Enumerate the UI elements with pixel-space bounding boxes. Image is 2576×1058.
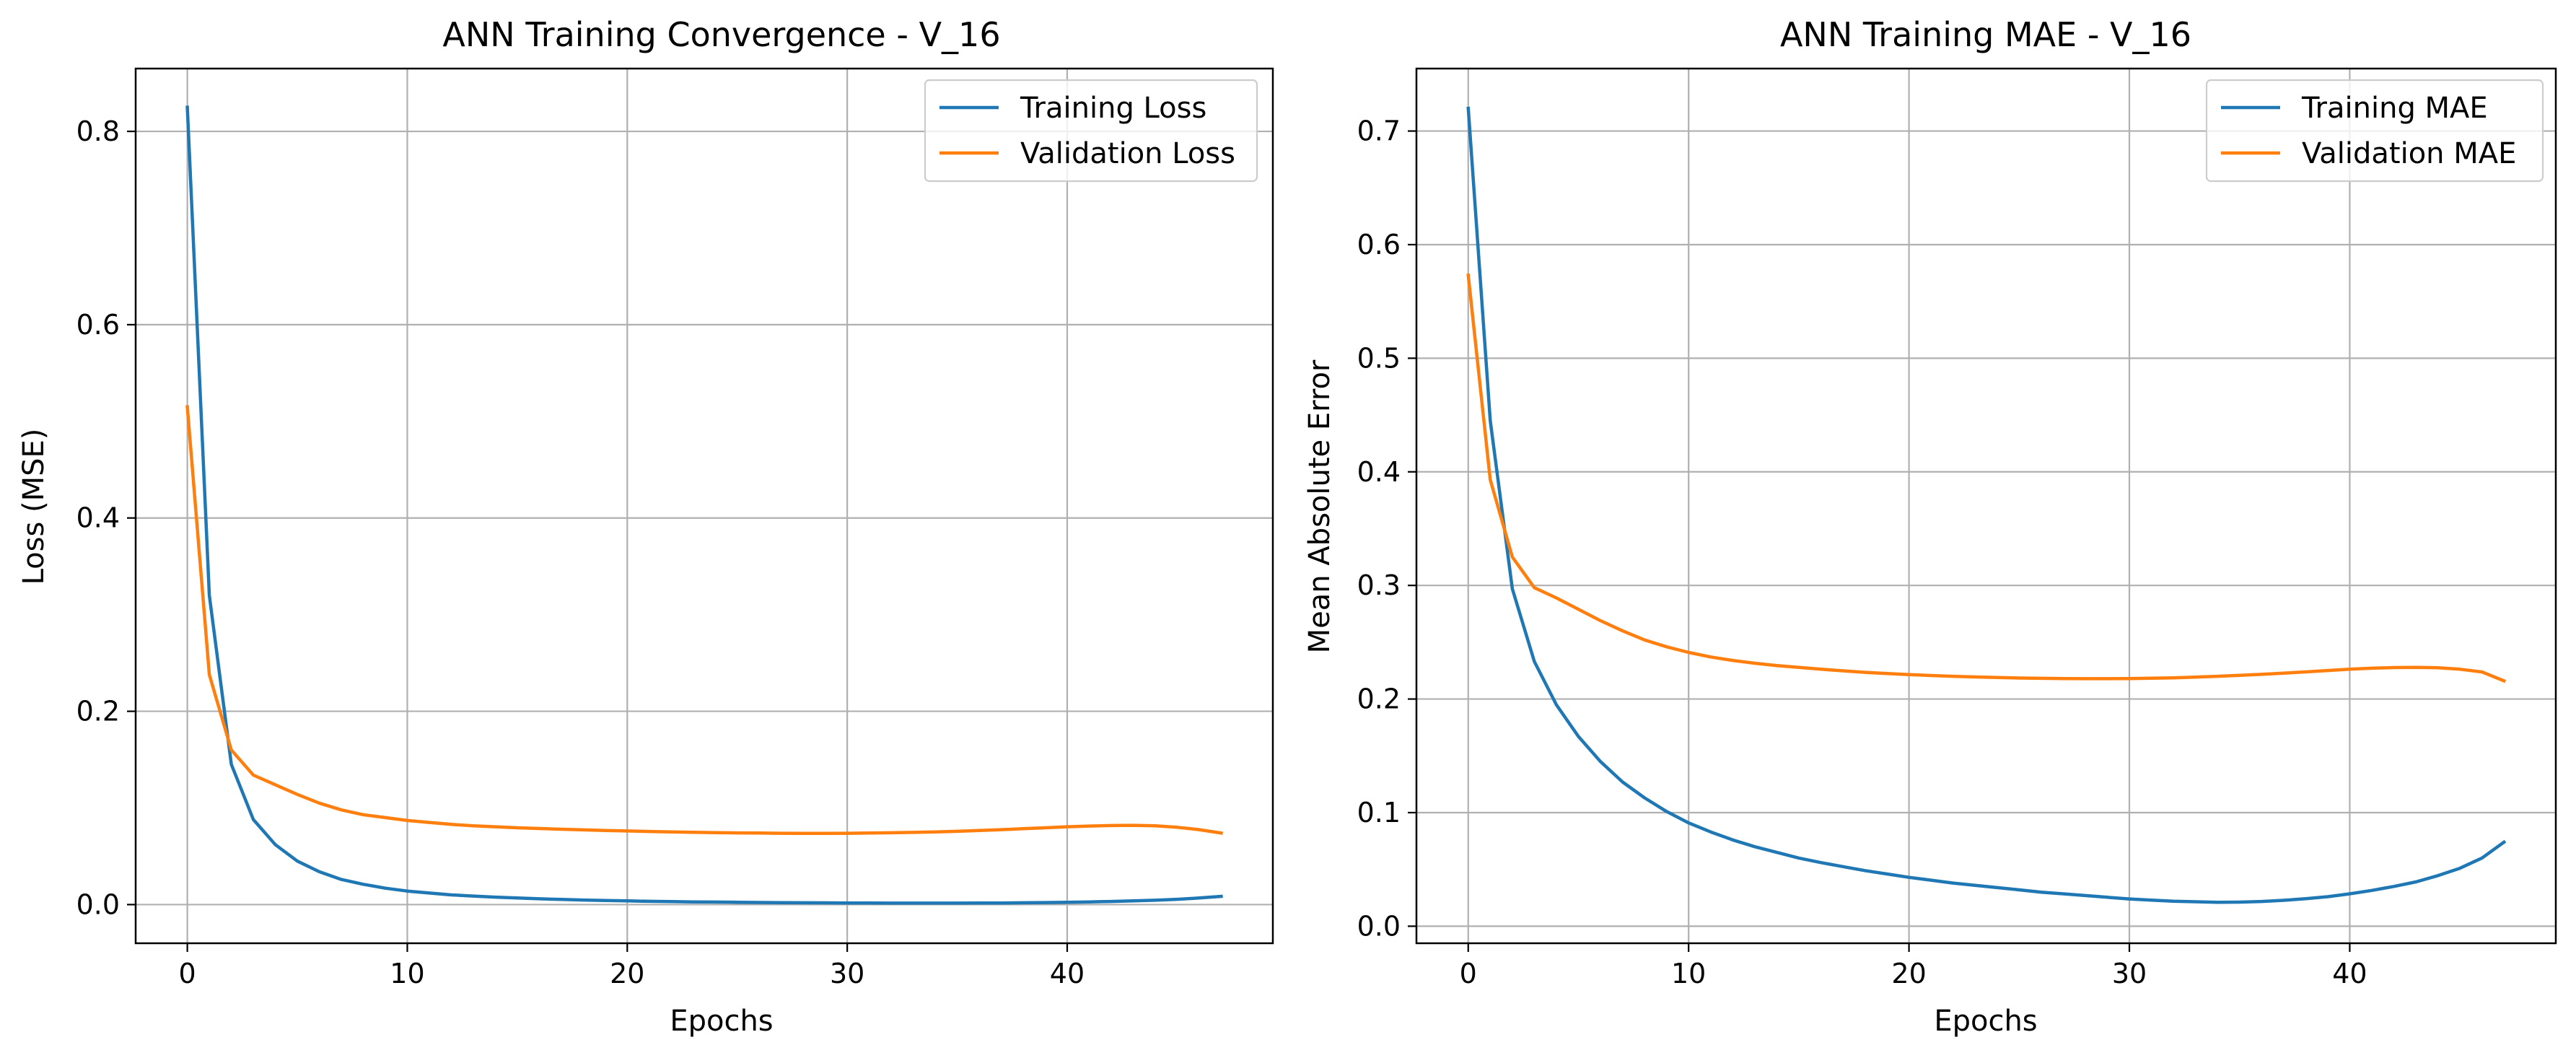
y-tick-label: 0.6 — [1357, 229, 1401, 261]
y-tick-label: 0.1 — [1357, 797, 1401, 829]
axes-frame — [1415, 67, 2557, 945]
chart-mae: ANN Training MAE - V_16 Epochs Mean Abso… — [1303, 15, 2557, 1038]
series-line-validation-loss — [185, 405, 1223, 835]
x-tick-label: 20 — [1891, 958, 1926, 989]
y-tick-label: 0.0 — [1357, 910, 1401, 942]
x-axis-label: Epochs — [1934, 1005, 2037, 1038]
y-tick-label: 0.7 — [1357, 115, 1401, 147]
y-tick-label: 0.4 — [1357, 456, 1401, 488]
x-tick-label: 30 — [830, 958, 864, 989]
legend: Training Loss Validation Loss — [924, 79, 1258, 183]
legend-label: Validation MAE — [2302, 137, 2516, 170]
y-tick-label: 0.8 — [76, 115, 120, 147]
series-line-training-loss — [185, 105, 1223, 905]
chart-title: ANN Training MAE - V_16 — [1780, 15, 2191, 54]
x-tick-label: 40 — [1050, 958, 1085, 989]
series-line-validation-mae — [1466, 274, 2507, 683]
y-tick-label: 0.5 — [1357, 342, 1401, 374]
legend-box — [924, 79, 1258, 183]
legend-label: Training Loss — [1020, 92, 1206, 125]
x-tick-label: 10 — [1671, 958, 1706, 989]
x-axis-label: Epochs — [670, 1005, 773, 1038]
x-tick-label: 0 — [1460, 958, 1477, 989]
legend-label: Validation Loss — [1020, 137, 1235, 170]
y-axis-label: Mean Absolute Error — [1303, 359, 1336, 653]
y-tick-label: 0.6 — [76, 309, 120, 341]
x-tick-label: 30 — [2112, 958, 2147, 989]
series-line-training-mae — [1466, 106, 2507, 904]
legend-label: Training MAE — [2301, 92, 2488, 125]
y-tick-label: 0.2 — [76, 696, 120, 727]
legend-box — [2205, 79, 2544, 183]
chart-loss: ANN Training Convergence - V_16 Epochs L… — [17, 15, 1274, 1038]
y-tick-label: 0.2 — [1357, 683, 1401, 715]
y-tick-label: 0.4 — [76, 502, 120, 534]
x-tick-label: 40 — [2332, 958, 2367, 989]
chart-title: ANN Training Convergence - V_16 — [442, 15, 1000, 54]
x-tick-label: 10 — [390, 958, 424, 989]
x-tick-label: 0 — [179, 958, 196, 989]
legend: Training MAE Validation MAE — [2205, 79, 2544, 183]
axes-frame — [134, 67, 1274, 945]
x-tick-label: 20 — [610, 958, 644, 989]
y-tick-label: 0.0 — [76, 888, 120, 920]
y-axis-label: Loss (MSE) — [17, 429, 51, 585]
y-tick-label: 0.3 — [1357, 569, 1401, 601]
